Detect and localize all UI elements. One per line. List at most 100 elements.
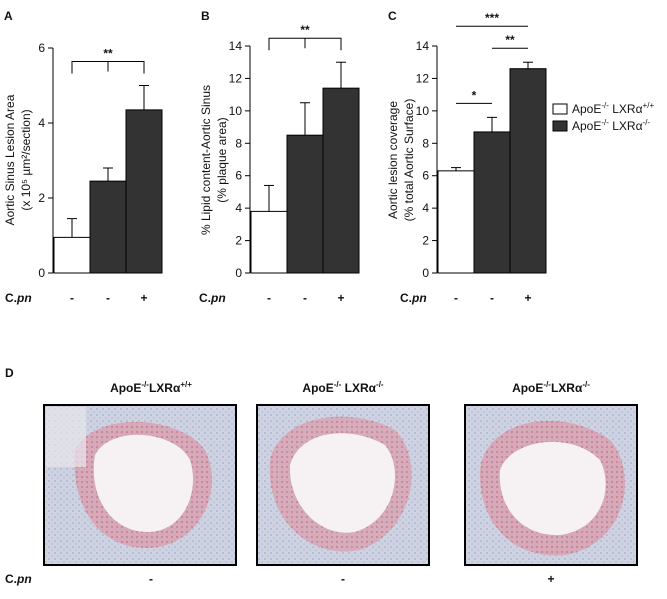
- significance-bracket: [71, 61, 145, 74]
- y-tick-label: 2: [422, 234, 429, 248]
- label-part: ApoE: [572, 102, 601, 116]
- bar: [509, 68, 547, 274]
- histology-image: [43, 404, 237, 566]
- y-axis-label: (% plaque area): [215, 117, 229, 202]
- label-part: LXRα: [609, 119, 643, 133]
- y-axis-label: % Lipid content-Aortic Sinus: [199, 85, 213, 235]
- x-tick-label: -: [303, 291, 307, 305]
- bar: [89, 180, 127, 274]
- y-tick-label: 6: [235, 169, 242, 183]
- y-tick-label: 12: [229, 71, 243, 85]
- panel-title: ApoE-/- LXRα-/-: [302, 380, 384, 395]
- label-part: -/-: [334, 380, 342, 389]
- label-part: ApoE: [572, 119, 601, 133]
- error-bar: [451, 167, 461, 171]
- label-part: LXRα: [609, 102, 643, 116]
- label-part: pn: [16, 572, 32, 586]
- y-tick-label: 12: [416, 71, 430, 85]
- label-part: ApoE: [110, 381, 141, 395]
- panel-label: D: [5, 366, 14, 380]
- label-part: -/-: [376, 380, 384, 389]
- label-part: ApoE: [512, 381, 543, 395]
- label-part: -/-: [643, 118, 651, 127]
- bar: [286, 134, 324, 274]
- x-tick-label: -: [454, 291, 458, 305]
- label-part: LXRα: [551, 381, 583, 395]
- label-part: -/-: [543, 380, 551, 389]
- label-part: pn: [16, 291, 32, 305]
- error-bar: [300, 102, 310, 136]
- label-part: -/-: [582, 380, 590, 389]
- label-part: LXRα: [149, 381, 181, 395]
- x-tick-label: +: [524, 291, 531, 305]
- x-tick-label: +: [337, 291, 344, 305]
- label-part: LXRα: [341, 381, 376, 395]
- label-part: +/+: [643, 101, 655, 110]
- label-part: C.: [199, 291, 211, 305]
- x-tick-label: +: [140, 291, 147, 305]
- histology-image: [256, 404, 430, 566]
- y-tick-label: 8: [422, 136, 429, 150]
- error-bar: [139, 85, 149, 110]
- y-tick-label: 4: [235, 201, 242, 215]
- label-part: pn: [210, 291, 226, 305]
- x-axis-label: C.pn: [5, 572, 32, 586]
- bar: [473, 131, 511, 274]
- y-tick-label: 8: [235, 136, 242, 150]
- x-axis-label: C.pn: [199, 291, 226, 305]
- y-tick-label: 14: [416, 39, 430, 53]
- y-tick-label: 6: [422, 169, 429, 183]
- label-part: -/-: [601, 118, 609, 127]
- x-tick-label: -: [106, 291, 110, 305]
- x-tick-label: -: [70, 291, 74, 305]
- treatment-label: +: [547, 572, 554, 586]
- y-axis-label: Aortic Sinus Lesion Area: [3, 94, 17, 225]
- error-bar: [336, 61, 346, 89]
- label-part: +/+: [180, 380, 192, 389]
- label-part: C.: [5, 291, 17, 305]
- panel-title: ApoE-/-LXRα+/+: [110, 380, 192, 395]
- label-part: ApoE: [302, 381, 333, 395]
- histology-image: [464, 404, 638, 566]
- y-tick-label: 2: [235, 234, 242, 248]
- label-part: -/-: [141, 380, 149, 389]
- legend-label: ApoE-/- LXRα+/+: [572, 101, 654, 116]
- y-tick-label: 6: [38, 41, 45, 55]
- y-axis-label: (% total Aortic Surface): [402, 99, 416, 222]
- treatment-label: -: [149, 572, 153, 586]
- legend-swatch: [552, 103, 568, 115]
- legend-swatch: [552, 120, 568, 132]
- bar: [125, 109, 163, 274]
- y-axis-label: Aortic lesion coverage: [386, 101, 400, 219]
- y-tick-label: 2: [38, 191, 45, 205]
- error-bar: [264, 184, 274, 212]
- treatment-label: -: [341, 572, 345, 586]
- panel-label: C: [388, 9, 397, 23]
- panel-label: B: [201, 9, 210, 23]
- error-bar: [487, 116, 497, 132]
- bar: [250, 210, 288, 274]
- y-tick-label: 10: [416, 104, 430, 118]
- y-tick-label: 10: [229, 104, 243, 118]
- panel-title: ApoE-/-LXRα-/-: [512, 380, 590, 395]
- x-axis-label: C.pn: [5, 291, 32, 305]
- y-axis-label: (x 10⁵ µm²/section): [19, 109, 33, 210]
- panel-label: A: [4, 9, 13, 23]
- y-tick-label: 4: [38, 116, 45, 130]
- significance-label: **: [300, 23, 310, 37]
- significance-label: *: [472, 88, 477, 102]
- significance-label: ***: [485, 11, 499, 25]
- bar: [322, 87, 360, 274]
- y-tick-label: 0: [235, 266, 242, 280]
- significance-label: **: [103, 47, 113, 61]
- bar: [53, 236, 91, 274]
- error-bar: [67, 218, 77, 238]
- x-axis-label: C.pn: [400, 291, 427, 305]
- label-part: C.: [5, 572, 17, 586]
- legend-label: ApoE-/- LXRα-/-: [572, 118, 650, 133]
- x-tick-label: -: [267, 291, 271, 305]
- y-tick-label: 0: [38, 266, 45, 280]
- label-part: -/-: [601, 101, 609, 110]
- x-tick-label: -: [490, 291, 494, 305]
